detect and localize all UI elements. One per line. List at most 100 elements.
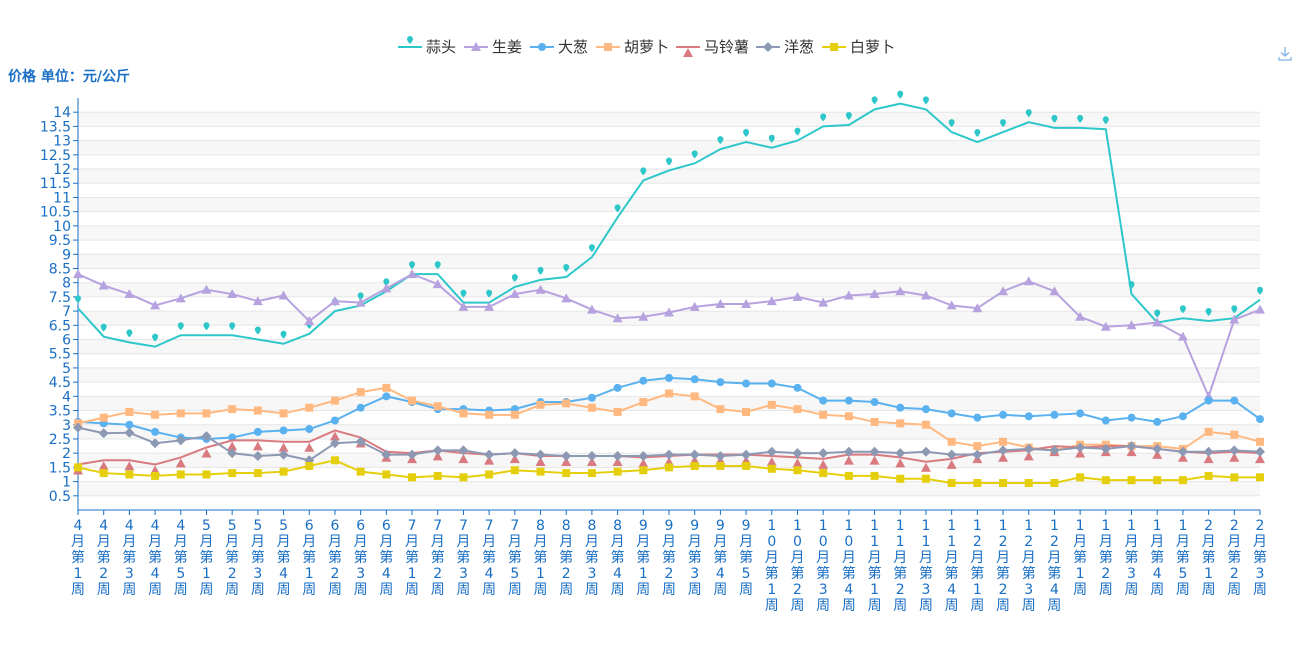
data-point [920, 446, 931, 457]
data-point [75, 295, 81, 304]
data-point [1101, 476, 1110, 485]
data-point [99, 469, 108, 478]
data-point [998, 286, 1009, 296]
data-point [535, 449, 546, 460]
x-tick-label: 5 月第 1 周 [199, 518, 213, 598]
legend-label[interactable]: 白萝卜 [850, 38, 895, 56]
y-tick-label: 0.5 [49, 489, 71, 505]
data-point [766, 446, 777, 457]
data-point [151, 410, 160, 419]
grid-band [78, 282, 1260, 297]
data-point [98, 428, 109, 439]
data-point [176, 470, 185, 479]
data-point [151, 427, 160, 436]
data-point [510, 466, 519, 475]
data-point [279, 409, 288, 418]
x-tick-label: 1 0 月第 4 周 [842, 518, 856, 614]
data-point [614, 204, 621, 213]
legend-marker [538, 43, 546, 51]
data-point [1255, 446, 1265, 457]
data-point [1100, 321, 1111, 331]
legend-marker [407, 36, 413, 44]
legend-label[interactable]: 洋葱 [784, 38, 814, 56]
data-point [253, 469, 262, 478]
x-tick-label: 1 2 月第 3 周 [1022, 518, 1036, 614]
data-point [639, 466, 648, 475]
data-point [665, 373, 673, 382]
data-point [793, 466, 802, 475]
data-point [766, 457, 777, 467]
data-point [535, 457, 546, 467]
data-point [689, 301, 700, 311]
data-point [819, 410, 828, 419]
data-point [1024, 412, 1033, 421]
data-point [509, 289, 520, 299]
data-point [1127, 413, 1136, 422]
data-point [381, 449, 392, 460]
data-point [432, 451, 443, 461]
data-point [1076, 473, 1085, 482]
x-tick-label: 9 月第 2 周 [662, 518, 676, 598]
data-point [304, 316, 315, 326]
data-point [1229, 314, 1240, 324]
x-tick-label: 6 月第 1 周 [302, 518, 316, 598]
legend-label[interactable]: 蒜头 [426, 38, 456, 56]
data-point [613, 467, 622, 476]
data-point [844, 396, 853, 405]
data-point [1203, 446, 1214, 457]
data-point [920, 462, 931, 472]
data-point [329, 438, 340, 449]
data-point [460, 289, 467, 298]
data-point [1049, 286, 1060, 296]
data-point [151, 471, 160, 480]
data-point [126, 329, 133, 338]
data-point [818, 297, 829, 307]
data-point [767, 379, 776, 388]
data-point [280, 330, 287, 339]
data-point [175, 435, 186, 446]
data-point [1050, 410, 1059, 419]
data-point [381, 283, 392, 293]
x-tick-label: 2 月第 2 周 [1227, 518, 1241, 598]
data-point [150, 438, 161, 449]
data-point [432, 445, 443, 456]
x-tick-label: 7 月第 3 周 [456, 518, 470, 598]
legend-marker [683, 48, 693, 57]
data-point [357, 292, 364, 301]
data-point [176, 409, 185, 418]
legend-label[interactable]: 大葱 [558, 38, 588, 56]
data-point [1152, 449, 1163, 459]
x-tick-label: 1 0 月第 2 周 [790, 518, 804, 614]
data-point [432, 279, 443, 289]
data-point [690, 375, 699, 384]
x-tick-label: 6 月第 2 周 [328, 518, 342, 598]
data-point [1256, 473, 1264, 482]
legend-label[interactable]: 胡萝卜 [624, 38, 669, 56]
data-point [998, 445, 1009, 456]
data-point [1023, 451, 1034, 461]
data-point [999, 410, 1008, 419]
data-point [563, 264, 570, 273]
data-point [691, 150, 698, 159]
download-icon[interactable] [1276, 45, 1294, 63]
data-point [510, 410, 519, 419]
y-tick-label: 9 [62, 247, 71, 263]
data-point [715, 451, 726, 462]
x-tick-label: 9 月第 3 周 [688, 518, 702, 598]
data-point [1077, 114, 1084, 123]
y-tick-label: 7.5 [49, 290, 71, 306]
data-point [1126, 320, 1137, 330]
y-tick-label: 6.5 [49, 318, 71, 334]
data-point [1153, 417, 1162, 426]
y-tick-label: 5 [62, 361, 71, 377]
data-point [638, 458, 649, 468]
data-point [305, 425, 314, 434]
x-tick-label: 1 月第 3 周 [1125, 518, 1139, 598]
data-point [1152, 317, 1163, 327]
legend-label[interactable]: 马铃薯 [704, 38, 749, 56]
data-point [843, 446, 854, 457]
x-tick-label: 4 月第 3 周 [122, 518, 136, 598]
legend-label[interactable]: 生姜 [492, 38, 522, 56]
data-point [896, 419, 905, 428]
data-point [587, 469, 596, 478]
